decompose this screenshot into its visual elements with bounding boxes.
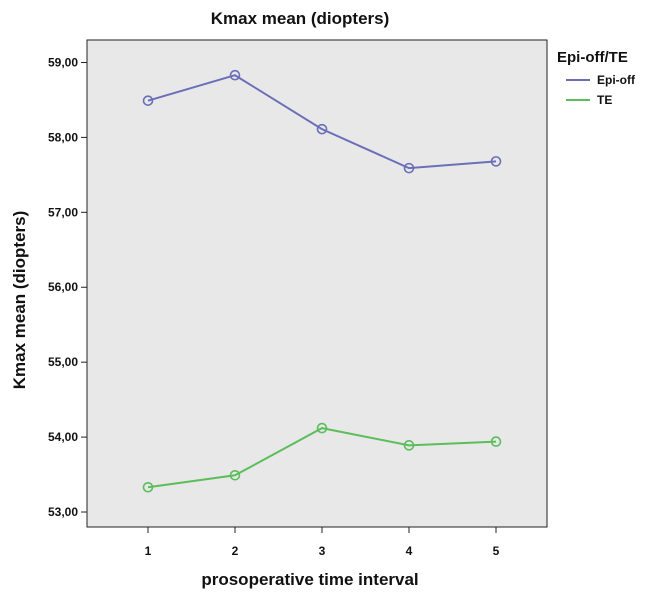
y-tick-label: 56,00 bbox=[48, 280, 78, 294]
data-point bbox=[316, 123, 328, 135]
series-epi-off bbox=[142, 69, 502, 174]
legend-title: Epi-off/TE bbox=[557, 49, 628, 66]
x-axis-title: prosoperative time interval bbox=[201, 570, 418, 589]
x-tick-label: 3 bbox=[319, 544, 326, 558]
chart-title: Kmax mean (diopters) bbox=[211, 9, 390, 28]
data-point bbox=[142, 481, 154, 493]
data-point bbox=[490, 156, 502, 167]
y-tick-label: 55,00 bbox=[48, 355, 78, 369]
x-tick-label: 5 bbox=[493, 544, 500, 558]
series-layer bbox=[142, 69, 502, 493]
y-tick-label: 58,00 bbox=[48, 130, 78, 144]
x-axis: 1 2 3 4 5 bbox=[145, 527, 500, 558]
series-line bbox=[147, 74, 497, 170]
y-axis: 53,00 54,00 55,00 56,00 57,00 58,00 59,00 bbox=[48, 55, 87, 519]
y-tick-label: 59,00 bbox=[48, 55, 78, 69]
data-point bbox=[229, 470, 241, 481]
legend-label: Epi-off bbox=[597, 73, 636, 87]
y-tick-label: 53,00 bbox=[48, 505, 78, 519]
data-point bbox=[403, 162, 415, 174]
y-tick-label: 54,00 bbox=[48, 430, 78, 444]
data-point bbox=[316, 422, 328, 434]
legend-label: TE bbox=[597, 93, 612, 107]
legend-items: Epi-off TE bbox=[566, 73, 636, 107]
y-axis-title: Kmax mean (diopters) bbox=[10, 211, 29, 390]
x-tick-label: 2 bbox=[232, 544, 239, 558]
data-point bbox=[403, 440, 415, 451]
x-tick-label: 1 bbox=[145, 544, 152, 558]
series-te bbox=[142, 422, 502, 493]
series-line bbox=[147, 427, 497, 489]
data-point bbox=[229, 69, 241, 81]
legend: Epi-off/TE Epi-off TE bbox=[557, 49, 636, 107]
data-point bbox=[490, 436, 502, 447]
data-point bbox=[142, 95, 154, 106]
plot-area bbox=[86, 39, 548, 528]
y-tick-label: 57,00 bbox=[48, 205, 78, 219]
x-tick-label: 4 bbox=[406, 544, 413, 558]
